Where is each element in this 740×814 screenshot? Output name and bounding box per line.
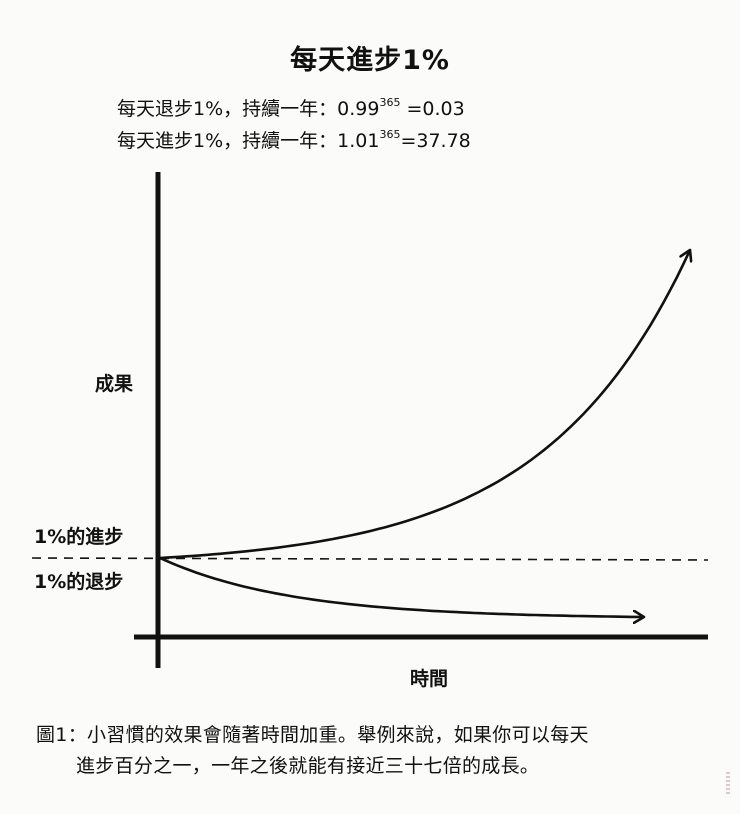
series-decline-line [159, 556, 644, 617]
formula-decline-result: =0.03 [400, 98, 465, 120]
y-axis-label: 成果 [95, 373, 134, 395]
series-growth-line [159, 250, 690, 560]
caption-line-2: 進步百分之一，一年之後就能有接近三十七倍的成長。 [76, 755, 540, 777]
figure-caption: 圖1：小習慣的效果會隨著時間加重。舉例來說，如果你可以每天 進步百分之一，一年之… [36, 720, 726, 782]
x-axis-label: 時間 [410, 668, 449, 690]
formula-growth-prefix: 每天進步1%，持續一年：1.01 [117, 130, 380, 152]
formula-growth-exponent: 365 [379, 127, 401, 141]
formula-decline-exponent: 365 [379, 95, 401, 109]
caption-line-1: 圖1：小習慣的效果會隨著時間加重。舉例來說，如果你可以每天 [36, 724, 589, 746]
formula-decline: 每天退步1%，持續一年：0.99365 =0.03 [117, 94, 465, 121]
baseline-label-gain: 1%的進步 [34, 526, 124, 548]
chart-title: 每天進步1% [290, 45, 450, 76]
formula-growth-result: =37.78 [400, 130, 471, 152]
baseline-label-loss: 1%的退步 [34, 571, 124, 593]
baseline-dashed [31, 557, 709, 561]
formula-growth: 每天進步1%，持續一年：1.01365=37.78 [117, 126, 471, 153]
formula-decline-prefix: 每天退步1%，持續一年：0.99 [117, 98, 380, 120]
scan-speck [726, 772, 730, 794]
